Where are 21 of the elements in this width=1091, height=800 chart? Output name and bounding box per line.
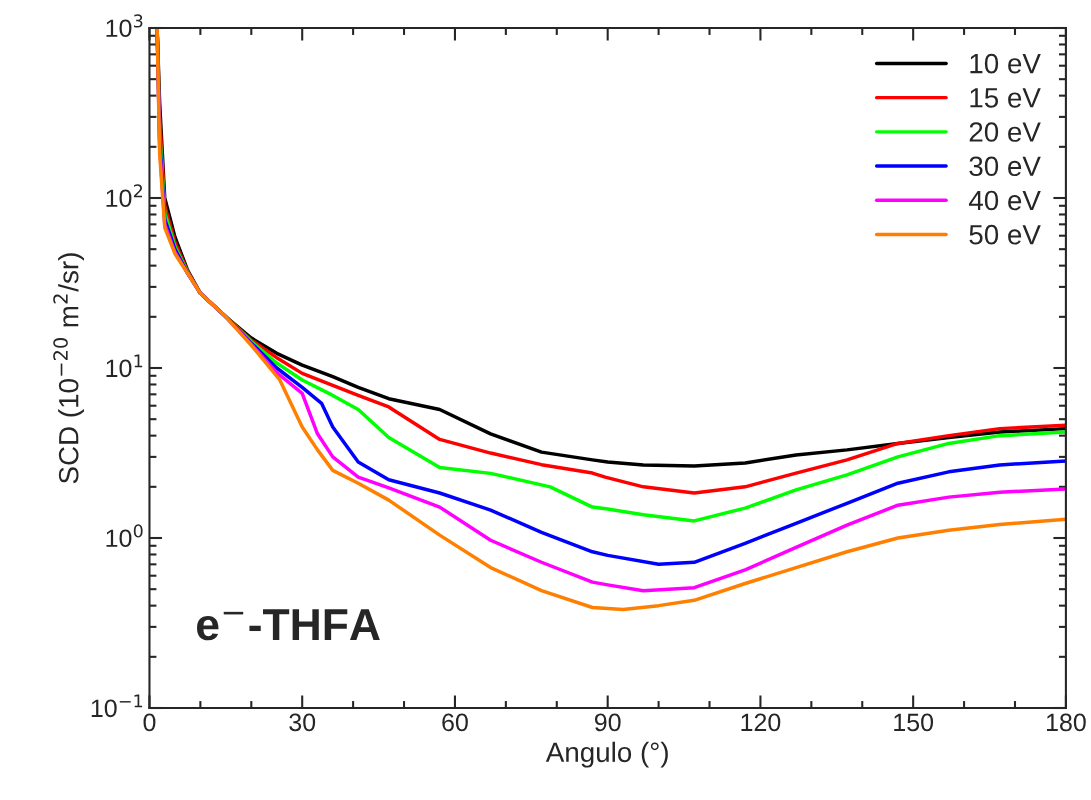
x-tick-label: 180 — [1046, 713, 1086, 732]
y-axis-title: SCD (10$^{−20}$ m$^{2}$/sr) — [53, 253, 85, 484]
legend-label: 30 eV — [969, 156, 1041, 177]
legend-label: 40 eV — [968, 190, 1041, 211]
y-tick-label: 10$^{0}$ — [106, 524, 143, 548]
legend-label: 20 eV — [969, 122, 1041, 142]
annotation: e$^{−}$-THFA — [197, 609, 380, 641]
x-tick-label: 30 — [289, 713, 316, 732]
x-tick-label: 90 — [594, 713, 621, 732]
y-tick-label: 10$^{−1}$ — [91, 694, 143, 718]
y-tick-label: 10$^{1}$ — [106, 354, 143, 378]
legend-label: 10 eV — [970, 53, 1041, 74]
y-tick-label: 10$^{3}$ — [106, 14, 143, 38]
x-axis-title: Angulo (°) — [545, 741, 668, 768]
x-tick-label: 120 — [741, 713, 781, 732]
legend-label: 50 eV — [969, 224, 1041, 245]
legend-label: 15 eV — [970, 88, 1041, 108]
x-tick-label: 0 — [143, 713, 156, 732]
y-tick-label: 10$^{2}$ — [106, 184, 143, 208]
x-tick-label: 60 — [442, 713, 468, 732]
x-tick-label: 150 — [894, 713, 934, 732]
